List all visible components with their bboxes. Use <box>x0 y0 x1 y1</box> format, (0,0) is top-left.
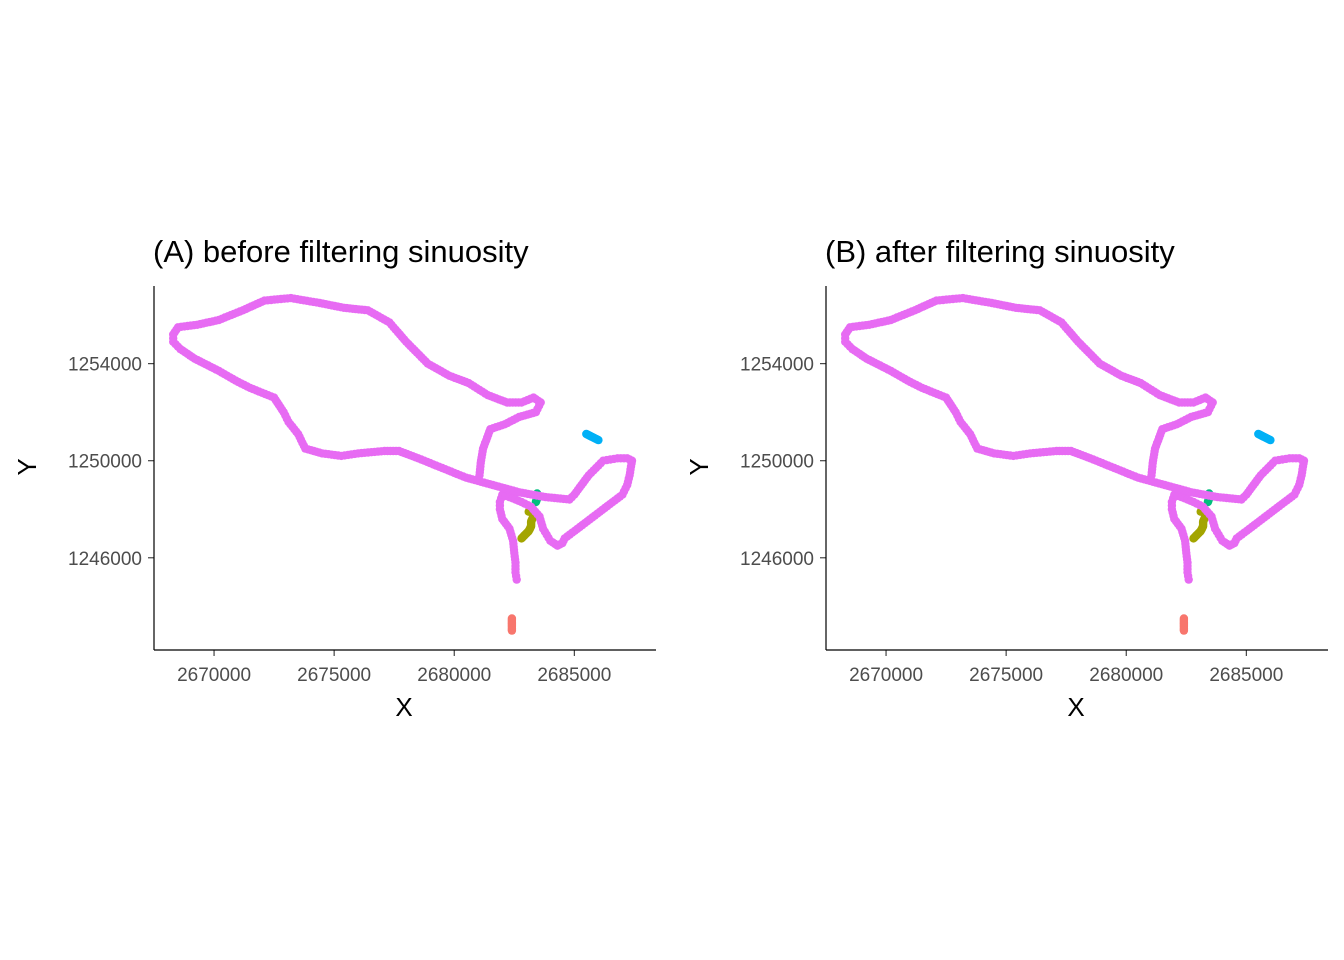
panel-a-cluster-point <box>507 626 517 635</box>
panel-a-x-tick-label: 2680000 <box>417 665 491 686</box>
panel-b-series-0 <box>1179 614 1189 635</box>
panel-a-series-4 <box>169 293 637 584</box>
panel-b-marks <box>841 293 1309 635</box>
panel-a: (A) before filtering sinuosity X Y 26700… <box>12 234 656 722</box>
panel-b-title: (B) after filtering sinuosity <box>825 234 1175 269</box>
panel-a-title: (A) before filtering sinuosity <box>153 234 529 269</box>
panel-a-x-tick-label: 2670000 <box>177 665 251 686</box>
panel-b-x-tick-label: 2685000 <box>1209 665 1283 686</box>
panel-a-x-axis-title: X <box>395 692 412 722</box>
panel-b-cluster-point <box>1179 626 1189 635</box>
panel-a-y-tick-label: 1246000 <box>68 549 142 570</box>
panel-b-x-tick-label: 2675000 <box>969 665 1043 686</box>
panel-a-y-axis-title: Y <box>12 458 42 475</box>
panel-a-x-tick-label: 2685000 <box>537 665 611 686</box>
panel-b-ticks: 2670000 2675000 2680000 2685000 1246000 12500… <box>740 355 1283 686</box>
panel-a-axes <box>153 286 656 651</box>
panel-b-y-tick-label: 1250000 <box>740 452 814 473</box>
panel-a-cluster-point <box>594 435 603 445</box>
panel-a-series-0 <box>507 614 517 635</box>
panel-b-x-tick-label: 2680000 <box>1089 665 1163 686</box>
panel-b-y-tick-label: 1254000 <box>740 355 814 376</box>
panel-a-y-tick-label: 1250000 <box>68 452 142 473</box>
panel-b-series-3 <box>1254 429 1275 445</box>
panel-a-x-tick-label: 2675000 <box>297 665 371 686</box>
panel-b: (B) after filtering sinuosity X Y 267000… <box>684 234 1328 722</box>
panel-a-ticks: 2670000 2675000 2680000 2685000 1246000 12500… <box>68 355 611 686</box>
panel-b-x-tick-label: 2670000 <box>849 665 923 686</box>
panel-b-y-axis-title: Y <box>684 458 714 475</box>
panel-a-y-tick-label: 1254000 <box>68 355 142 376</box>
panel-a-series-3 <box>582 429 603 445</box>
panel-b-cluster-point <box>1266 435 1275 445</box>
panel-b-y-tick-label: 1246000 <box>740 549 814 570</box>
panel-b-axes <box>825 286 1328 651</box>
panel-a-marks <box>169 293 637 635</box>
panel-a-track-point <box>475 471 484 480</box>
panel-b-x-axis-title: X <box>1067 692 1084 722</box>
panel-b-series-4 <box>841 293 1309 584</box>
panel-b-track-point <box>1147 471 1156 480</box>
